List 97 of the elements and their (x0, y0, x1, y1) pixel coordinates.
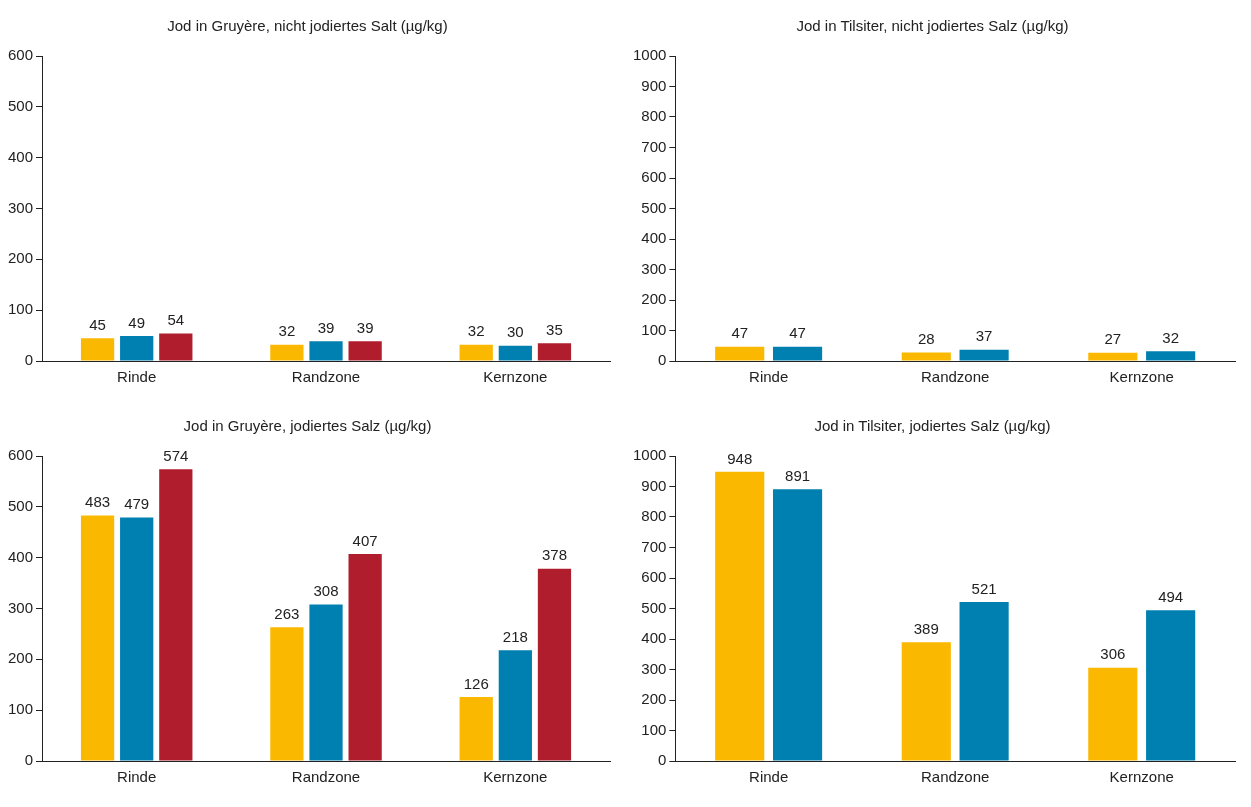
bar (498, 650, 532, 761)
data-label: 27 (1104, 330, 1122, 348)
data-label: 35 (546, 320, 563, 338)
bar (537, 568, 572, 761)
chart-title: Jod in Tilsiter, jodiertes Salz (µg/kg) (814, 417, 1051, 435)
y-tick-label: 0 (24, 751, 34, 769)
chart-title: Jod in Gruyère, jodiertes Salz (µg/kg) (183, 417, 432, 435)
y-tick-label: 200 (641, 290, 667, 308)
bar (348, 554, 382, 761)
data-label: 948 (727, 449, 753, 467)
bar (120, 517, 154, 761)
y-tick-label: 300 (641, 659, 667, 677)
data-label: 407 (352, 531, 378, 549)
y-tick-label: 900 (641, 76, 667, 94)
y-tick-label: 0 (658, 351, 667, 369)
data-label: 49 (128, 313, 146, 331)
y-tick-label: 100 (8, 700, 34, 718)
data-label: 54 (167, 311, 185, 329)
x-tick-label: Randzone (291, 368, 361, 386)
y-tick-label: 400 (641, 229, 667, 247)
x-tick-label: Rinde (749, 368, 789, 386)
y-tick-label: 500 (8, 96, 34, 114)
chart-title: Jod in Tilsiter, nicht jodiertes Salz (µg/kg) (796, 17, 1069, 35)
chart-title: Jod in Gruyère, nicht jodiertes Salt (µg/kg) (167, 17, 448, 35)
y-tick-label: 500 (8, 496, 34, 514)
data-label: 479 (124, 495, 150, 513)
data-label: 308 (313, 582, 339, 600)
data-label: 39 (356, 318, 374, 336)
y-tick-label: 200 (8, 649, 34, 667)
y-tick-label: 200 (8, 249, 34, 267)
y-tick-label: 800 (641, 507, 667, 525)
y-tick-label: 700 (641, 137, 667, 155)
data-label: 389 (913, 620, 939, 637)
y-tick-label: 400 (8, 547, 34, 565)
data-label: 378 (541, 546, 567, 564)
data-label: 521 (971, 579, 997, 597)
y-tick-label: 400 (8, 147, 34, 165)
y-tick-label: 600 (8, 46, 34, 64)
data-label: 494 (1158, 587, 1184, 605)
x-tick-label: Randzone (920, 768, 990, 786)
data-label: 32 (467, 322, 485, 340)
y-tick-label: 1000 (632, 46, 667, 64)
x-tick-label: Rinde (117, 768, 157, 786)
bar (772, 489, 823, 761)
x-tick-label: Kernzone (1109, 368, 1174, 386)
data-label: 30 (506, 323, 524, 341)
y-tick-label: 300 (8, 198, 34, 216)
y-tick-label: 500 (641, 198, 667, 216)
data-label: 28 (917, 330, 935, 348)
data-label: 218 (502, 627, 528, 645)
y-tick-label: 700 (641, 537, 667, 555)
data-label: 483 (85, 493, 111, 511)
bar (159, 469, 193, 761)
data-label: 37 (975, 327, 993, 345)
bar (1146, 610, 1196, 761)
data-label: 32 (278, 322, 296, 340)
x-tick-label: Randzone (920, 368, 990, 386)
data-label: 126 (463, 674, 489, 692)
y-tick-label: 0 (24, 351, 34, 369)
bar (459, 696, 493, 761)
data-label: 263 (274, 604, 300, 622)
y-tick-label: 200 (641, 690, 667, 708)
bar (959, 602, 1009, 761)
y-tick-label: 600 (641, 568, 667, 586)
y-tick-label: 800 (641, 107, 667, 125)
y-tick-label: 600 (641, 168, 667, 186)
bar (270, 627, 304, 761)
y-tick-label: 100 (641, 320, 667, 338)
x-tick-label: Rinde (117, 368, 157, 386)
bar (1088, 667, 1138, 761)
data-label: 574 (163, 446, 189, 464)
y-tick-label: 900 (641, 476, 667, 494)
data-label: 47 (789, 324, 806, 342)
x-tick-label: Kernzone (483, 768, 548, 786)
y-tick-label: 600 (8, 446, 34, 464)
y-tick-label: 500 (641, 598, 667, 616)
y-tick-label: 100 (8, 300, 34, 318)
data-label: 32 (1162, 328, 1179, 346)
data-label: 45 (89, 315, 106, 333)
y-tick-label: 1000 (632, 446, 667, 464)
bar (715, 471, 765, 761)
bar (80, 515, 115, 761)
y-tick-label: 0 (658, 751, 667, 769)
data-label: 39 (317, 318, 335, 336)
bar (901, 642, 951, 761)
y-tick-label: 300 (8, 598, 34, 616)
data-label: 891 (785, 466, 811, 484)
data-label: 47 (731, 324, 749, 342)
x-tick-label: Randzone (291, 768, 361, 786)
x-tick-label: Kernzone (1109, 768, 1174, 786)
bar (309, 604, 343, 761)
y-tick-label: 300 (641, 259, 667, 277)
y-tick-label: 400 (641, 629, 667, 647)
x-tick-label: Kernzone (483, 368, 548, 386)
y-tick-label: 100 (641, 720, 667, 738)
x-tick-label: Rinde (749, 768, 789, 786)
data-label: 306 (1100, 645, 1126, 663)
